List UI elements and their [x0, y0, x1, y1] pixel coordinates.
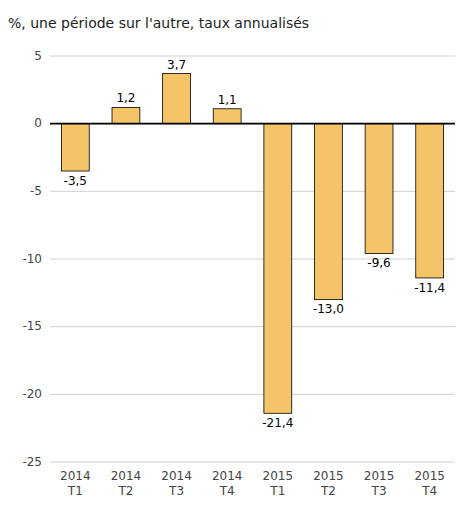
bar [112, 107, 140, 123]
y-tick-label: 5 [34, 49, 42, 63]
grid-line [50, 56, 455, 57]
y-tick-label: -25 [22, 455, 42, 469]
grid-line [50, 191, 455, 192]
y-tick-label: -15 [22, 319, 42, 333]
data-label: 3,7 [167, 58, 186, 72]
data-label: -21,4 [262, 416, 293, 430]
grid [50, 56, 455, 462]
y-tick-label: -10 [22, 252, 42, 266]
x-tick-label: 2015T1 [263, 469, 294, 498]
zero-line [50, 123, 455, 125]
bar [264, 124, 292, 414]
grid-line [50, 123, 455, 124]
x-tick-label: 2014T2 [111, 469, 142, 498]
grid-line [50, 462, 455, 463]
title: %, une période sur l'autre, taux annuali… [8, 15, 309, 31]
grid-line [50, 259, 455, 260]
bar [416, 124, 444, 278]
bar [365, 124, 393, 254]
grid-line [50, 394, 455, 395]
grid-line [50, 326, 455, 327]
y-tick-label: 0 [34, 116, 42, 130]
data-label: -11,4 [414, 281, 445, 295]
x-tick-label: 2015T4 [414, 469, 445, 498]
data-label: 1,1 [218, 93, 237, 107]
bar [163, 74, 191, 124]
data-label: -9,6 [367, 256, 390, 270]
x-tick-label: 2014T1 [60, 469, 91, 498]
bar [61, 124, 89, 171]
bar [315, 124, 343, 300]
x-tick-label: 2015T3 [364, 469, 395, 498]
y-tick-label: -5 [30, 184, 42, 198]
y-tick-label: -20 [22, 387, 42, 401]
bar [213, 109, 241, 124]
data-label: -3,5 [64, 174, 87, 188]
data-label: -13,0 [313, 302, 344, 316]
x-tick-label: 2014T3 [161, 469, 192, 498]
x-tick-label: 2015T2 [313, 469, 344, 498]
x-tick-label: 2014T4 [212, 469, 243, 498]
chart: %, une période sur l'autre, taux annuali… [0, 0, 471, 524]
data-label: 1,2 [116, 91, 135, 105]
